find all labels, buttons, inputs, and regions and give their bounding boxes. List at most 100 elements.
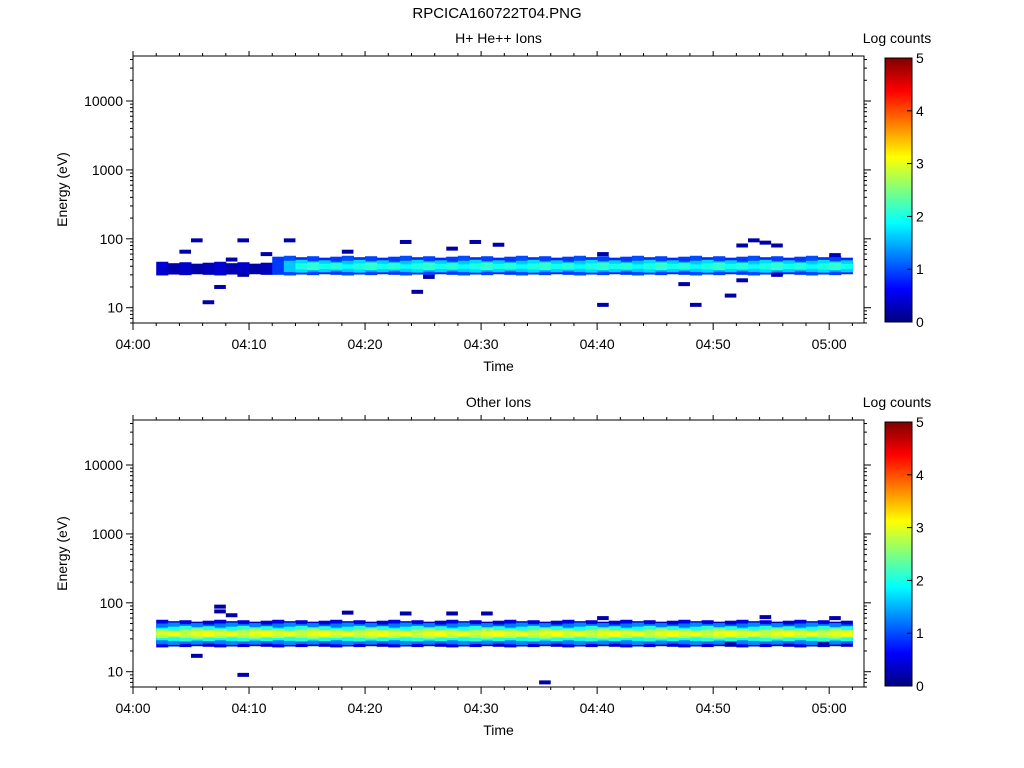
heatmap-band-cell	[701, 263, 714, 270]
heatmap-band-cell	[365, 262, 378, 270]
heatmap-cell	[179, 249, 192, 254]
y-tick-label: 1000	[92, 162, 123, 178]
heatmap-band-cell	[260, 630, 273, 637]
heatmap-band-cell	[643, 263, 656, 270]
x-tick-label: 05:00	[812, 336, 847, 352]
y-tick-label: 10000	[84, 457, 123, 473]
heatmap-band-cell	[167, 631, 180, 637]
x-tick-label: 04:00	[115, 700, 150, 716]
heatmap-band-cell	[713, 631, 726, 636]
heatmap-band-cell	[631, 631, 645, 637]
heatmap-band-cell	[713, 262, 726, 270]
colorbar-tick-label: 1	[916, 261, 924, 277]
colorbar-tick-label: 0	[916, 314, 924, 330]
heatmap-band-cell	[550, 630, 563, 637]
heatmap-band-cell	[283, 631, 296, 637]
heatmap-cell	[237, 238, 250, 243]
colorbar-tick-label: 4	[916, 467, 924, 483]
heatmap-band-cell	[515, 631, 529, 637]
heatmap-band-cell	[771, 631, 784, 636]
heatmap-band-cell	[260, 262, 273, 275]
heatmap-band-cell	[179, 262, 192, 276]
heatmap-band-cell	[156, 632, 169, 636]
y-tick-label: 1000	[92, 526, 123, 542]
heatmap-band-cell	[840, 263, 853, 270]
heatmap-band-cell	[353, 632, 366, 636]
spectrogram-panel-h-he-ions: H+ He++ Ions 04:00 04:10 04:20 04:30 04:40 04:…	[54, 30, 931, 374]
heatmap-cell	[446, 611, 458, 616]
colorbar-tick-label: 5	[916, 414, 924, 430]
heatmap-band-cell	[156, 261, 169, 276]
heatmap-cell	[492, 242, 505, 247]
heatmap-band-cell	[829, 262, 842, 270]
heatmap-band-cell	[747, 264, 761, 269]
y-tick-label: 100	[100, 231, 124, 247]
x-tick-label: 04:20	[348, 336, 383, 352]
heatmap-cell	[829, 616, 841, 621]
heatmap-cell	[736, 243, 748, 248]
heatmap-cell	[597, 252, 609, 257]
heatmap-cell	[771, 243, 783, 248]
heatmap-band-cell	[817, 263, 830, 270]
heatmap-band-cell	[504, 632, 517, 636]
heatmap-band-cell	[597, 262, 610, 270]
heatmap-band-cell	[631, 264, 645, 269]
heatmap-cell	[446, 246, 458, 251]
heatmap-cell	[481, 611, 493, 616]
y-tick-label: 10000	[84, 93, 123, 109]
heatmap-cell	[747, 238, 760, 243]
heatmap-band-cell	[399, 264, 412, 269]
heatmap-band-cell	[434, 263, 447, 270]
heatmap-cell	[411, 289, 424, 294]
heatmap-band-cell	[527, 263, 540, 270]
heatmap-band-cell	[666, 263, 679, 270]
x-tick-label: 04:20	[348, 700, 383, 716]
heatmap-band-cell	[434, 630, 447, 637]
heatmap-band-cell	[191, 263, 204, 275]
heatmap-band-cell	[457, 631, 470, 637]
colorbar	[884, 57, 913, 323]
heatmap-band-cell	[330, 262, 343, 270]
heatmap-cell	[759, 615, 772, 620]
heatmap-band-cell	[794, 262, 807, 270]
heatmap-cell	[399, 611, 412, 616]
y-tick-label: 100	[100, 595, 124, 611]
heatmap-cell	[283, 238, 296, 243]
heatmap-band-cell	[550, 263, 563, 270]
colorbar-tick-label: 0	[916, 678, 924, 694]
heatmap-cell	[260, 252, 273, 257]
spectrogram-panel-other-ions: Other Ions 04:00 04:10 04:20 04:30 04:40 04:50…	[54, 394, 931, 738]
x-tick-label: 04:40	[580, 336, 615, 352]
heatmap-band-cell	[214, 261, 227, 276]
heatmap-cell	[423, 274, 435, 279]
colorbar-tick-label: 2	[916, 208, 924, 224]
heatmap-band-cell	[689, 264, 703, 269]
heatmap-band-cell	[481, 631, 494, 636]
heatmap-band-cell	[724, 630, 737, 637]
heatmap-band-cell	[620, 632, 633, 636]
heatmap-band-cell	[678, 262, 691, 270]
heatmap-band-cell	[689, 631, 703, 637]
heatmap-band-cell	[202, 630, 215, 637]
heatmap-band-cell	[225, 263, 238, 275]
heatmap-cell	[341, 249, 354, 254]
heatmap-cell	[736, 278, 748, 283]
x-axis-label: Time	[483, 722, 514, 738]
x-tick-label: 04:10	[232, 336, 267, 352]
heatmap-band-cell	[191, 631, 204, 636]
heatmap-cell	[214, 609, 226, 614]
heatmap-band-cell	[249, 631, 262, 636]
heatmap-band-cell	[759, 263, 772, 270]
heatmap-band-cell	[307, 262, 320, 270]
heatmap-band-cell	[237, 632, 250, 636]
x-tick-label: 04:50	[696, 336, 731, 352]
plot-frame	[132, 55, 865, 324]
heatmap-band-cell	[423, 262, 436, 270]
heatmap-cell	[597, 302, 609, 307]
heatmap-cells	[156, 238, 853, 307]
heatmap-cell	[225, 613, 238, 618]
y-tick-label: 10	[107, 300, 123, 316]
heatmap-cell	[539, 680, 551, 685]
heatmap-band-cell	[585, 632, 598, 636]
colorbar-tick-label: 5	[916, 50, 924, 66]
